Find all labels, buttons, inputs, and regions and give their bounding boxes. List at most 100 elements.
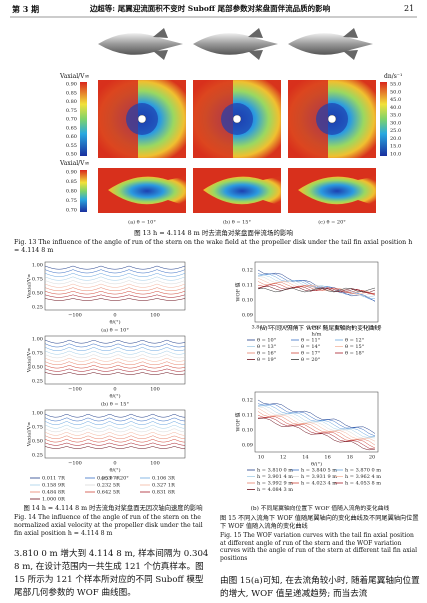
curve (257, 403, 376, 437)
curve (44, 361, 186, 366)
page-number: 21 (404, 4, 415, 13)
legend-label: 0.106 3R (152, 476, 175, 482)
legend-label: h = 4.023 4 m (301, 481, 337, 487)
colorbar-label: 0.75 (66, 198, 77, 204)
panel-label: (c) θ = 20° (101, 475, 129, 482)
colorbar-label: 0.70 (66, 208, 77, 214)
curve (44, 280, 186, 285)
hull-model (193, 33, 278, 55)
hub (327, 114, 337, 124)
curve (44, 424, 186, 429)
row-label: Vaxial/V∞ (60, 73, 90, 80)
curve (257, 283, 376, 296)
y-axis-label: WOF 值 (235, 412, 242, 431)
y-tick-label: 0.25 (32, 453, 43, 459)
curve (44, 413, 186, 418)
legend-label: θ = 15° (345, 344, 365, 350)
curve (44, 346, 186, 351)
curve (44, 283, 186, 288)
x-tick-label: 10 (258, 455, 264, 461)
legend-label: θ = 11° (301, 338, 321, 344)
x-tick-label: 0 (113, 387, 116, 393)
colorbar-unit: dn/s⁻¹ (384, 73, 403, 80)
colorbar-label: 15.0 (390, 144, 401, 150)
x-tick-label: 3.962 4 (307, 325, 326, 331)
x-tick-label: 0 (113, 461, 116, 467)
colorbar (80, 82, 87, 156)
x-tick-label: 100 (150, 461, 160, 467)
curve (257, 407, 376, 442)
curve (44, 368, 186, 372)
y-tick-label: 1.00 (32, 411, 43, 417)
x-tick-label: 4.023 4 (335, 325, 354, 331)
x-tick-label: 100 (150, 313, 160, 319)
curve (44, 339, 186, 344)
legend-label: θ = 12° (345, 338, 365, 344)
curve (257, 274, 376, 300)
legend-label: 0.831 8R (152, 490, 175, 496)
curve (44, 343, 186, 348)
curve (257, 287, 376, 293)
body-text: 3.810 0 m 增大到 4.114 8 m, 样本间隔为 0.304 8 m… (14, 549, 209, 598)
y-tick-label: 0.75 (32, 277, 43, 283)
curve (44, 438, 186, 443)
x-tick-label: 4.084 3 (362, 325, 381, 331)
y-tick-label: 0.10 (242, 428, 253, 434)
plot-frame (44, 335, 186, 385)
y-tick-label: 0.75 (32, 425, 43, 431)
panel-label: (a) θ = 10° (101, 327, 129, 334)
y-tick-label: 0.25 (32, 305, 43, 311)
curve (44, 265, 186, 270)
caption-cn: 图 15 不同入流角下 WOF 值随尾翼轴向的变化曲线及不同尾翼轴向位置下 WO… (220, 515, 419, 530)
section-wake (298, 176, 376, 206)
sublabel: (a) 不同入流角下 WOF 随尾翼轴向的变化曲线 (259, 326, 381, 332)
y-tick-label: 0.09 (242, 443, 253, 449)
curve (44, 287, 186, 292)
curve (44, 276, 186, 281)
legend-label: h = 3.901 4 m (257, 474, 293, 480)
x-axis-label: θ/(°) (109, 393, 120, 400)
colorbar-label: 0.75 (66, 108, 77, 114)
x-tick-label: −100 (68, 461, 82, 467)
panel-label: (a) θ = 10° (128, 219, 156, 226)
hull-model (288, 33, 373, 55)
curve (257, 417, 376, 450)
curve (44, 354, 186, 359)
x-tick-label: −100 (68, 313, 82, 319)
legend-label: 1.000 0R (42, 497, 65, 503)
y-tick-label: 0.50 (32, 439, 43, 445)
legend-label: 0.158 9R (42, 483, 65, 489)
y-axis-label: Vaxial/V∞ (27, 348, 33, 374)
curve (257, 399, 376, 434)
issue: 第 3 期 (12, 4, 40, 14)
x-tick-label: 12 (280, 455, 286, 461)
colorbar-label: 0.85 (66, 90, 77, 96)
y-axis-label: Vaxial/V∞ (27, 274, 33, 300)
colorbar-label: 25.0 (390, 128, 401, 134)
y-tick-label: 0.12 (242, 398, 253, 404)
colorbar-label: 45.0 (390, 97, 401, 103)
curve (44, 446, 186, 449)
curve (44, 294, 186, 298)
fin (248, 28, 263, 60)
curve (44, 372, 186, 375)
legend-label: θ = 17° (301, 351, 321, 357)
curve (257, 415, 376, 449)
x-axis-label: θ/(°) (109, 467, 120, 474)
legend-label: h = 3.870 0 m (345, 468, 381, 474)
x-tick-label: 100 (150, 387, 160, 393)
plot-frame (44, 409, 186, 459)
colorbar-label: 55.0 (390, 82, 401, 88)
legend-label: h = 3.992 9 m (257, 481, 293, 487)
legend-label: θ = 16° (257, 351, 277, 357)
x-axis-label: θ/(°) (311, 461, 322, 468)
legend-label: h = 3.931 9 m (301, 474, 337, 480)
caption-en: Fig. 14 The influence of the angle of ru… (14, 514, 203, 537)
colorbar-label: 20.0 (390, 136, 401, 142)
legend-label: 0.327 1R (152, 483, 175, 489)
y-tick-label: 0.75 (32, 351, 43, 357)
colorbar-label: 0.90 (66, 170, 77, 176)
x-tick-label: 18 (347, 455, 353, 461)
curve (44, 357, 186, 362)
